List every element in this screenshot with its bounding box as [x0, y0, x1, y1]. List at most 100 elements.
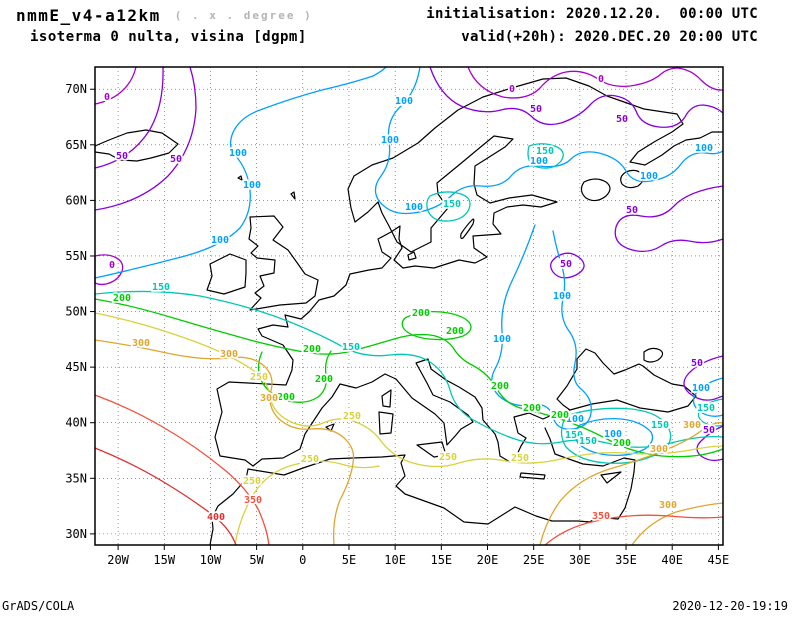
- contour-line-150: [426, 191, 471, 222]
- y-tick-label: 30N: [65, 527, 87, 541]
- contour-label-100: 100: [381, 135, 399, 146]
- coastline-layer: [94, 77, 724, 546]
- contour-line-200: [401, 310, 472, 341]
- contour-label-200: 200: [613, 438, 631, 449]
- init-time: initialisation: 2020.12.20. 00:00 UTC: [426, 6, 758, 22]
- contour-label-150: 150: [565, 430, 583, 441]
- y-tick-label: 55N: [65, 249, 87, 263]
- coastline: [214, 77, 724, 467]
- contour-line-50: [683, 355, 724, 401]
- contour-line-50: [614, 185, 724, 253]
- creation-timestamp: 2020-12-20-19:19: [672, 599, 788, 613]
- coastline: [407, 251, 417, 261]
- contour-label-100: 100: [229, 148, 247, 159]
- model-name: nmmE_v4-a12km: [16, 6, 161, 25]
- coastline: [460, 218, 475, 240]
- contour-label-300: 300: [683, 420, 701, 431]
- contour-label-150: 150: [579, 436, 597, 447]
- contour-label-100: 100: [493, 334, 511, 345]
- contour-label-200: 200: [446, 326, 464, 337]
- contour-label-50: 50: [560, 259, 572, 270]
- contour-label-250: 250: [250, 372, 268, 383]
- y-tick-label: 65N: [65, 138, 87, 152]
- y-tick-label: 70N: [65, 82, 87, 96]
- contour-label-300: 300: [659, 500, 677, 511]
- contour-line-150: [697, 398, 724, 427]
- contour-label-250: 250: [243, 476, 261, 487]
- x-tick-label: 10W: [200, 553, 222, 567]
- coastline: [290, 191, 296, 200]
- contour-line-100: [374, 66, 724, 215]
- contour-label-100: 100: [530, 156, 548, 167]
- contour-label-200: 200: [315, 374, 333, 385]
- field-title: isoterma 0 nulta, visina [dgpm]: [30, 29, 307, 45]
- contour-line-300: [539, 422, 724, 546]
- contour-label-200: 200: [491, 381, 509, 392]
- coastline: [209, 427, 636, 546]
- coastline: [600, 471, 622, 484]
- y-tick-label: 45N: [65, 360, 87, 374]
- contour-label-50: 50: [703, 425, 715, 436]
- plot-frame: [94, 66, 724, 546]
- contour-label-150: 150: [342, 342, 360, 353]
- contour-line-50: [94, 66, 197, 211]
- x-tick-label: 10E: [384, 553, 406, 567]
- grads-credit: GrADS/COLA: [2, 599, 75, 613]
- contour-line-350: [94, 394, 270, 546]
- coastline: [248, 215, 319, 311]
- contour-label-100: 100: [692, 383, 710, 394]
- grid-resolution-note: ( . x . degree ): [174, 9, 313, 22]
- contour-line-200: [257, 350, 332, 403]
- contour-label-300: 300: [132, 338, 150, 349]
- model-header: nmmE_v4-a12km ( . x . degree ): [16, 6, 313, 25]
- contour-label-100: 100: [243, 180, 261, 191]
- contour-label-150: 150: [152, 282, 170, 293]
- contour-label-0: 0: [109, 260, 115, 271]
- contour-label-layer: 0 0 0 0 50 50 50 50 50 50 50 50 100 100 100 100 100 100 10…: [102, 72, 717, 525]
- contour-label-250: 250: [511, 453, 529, 464]
- contour-label-150: 150: [536, 146, 554, 157]
- contour-line-250: [94, 312, 724, 468]
- coastline: [94, 129, 179, 162]
- contour-label-0: 0: [509, 84, 515, 95]
- coastline: [580, 178, 611, 202]
- contour-line-300: [631, 502, 724, 546]
- coastline: [381, 389, 392, 408]
- contour-line-50: [429, 66, 724, 128]
- contour-label-50: 50: [616, 114, 628, 125]
- x-tick-label: 40E: [661, 553, 683, 567]
- contour-line-100: [692, 377, 724, 417]
- contour-label-350: 350: [244, 495, 262, 506]
- x-tick-label: 30E: [569, 553, 591, 567]
- contour-label-50: 50: [626, 205, 638, 216]
- contour-label-200: 200: [523, 403, 541, 414]
- contour-label-150: 150: [697, 403, 715, 414]
- contour-label-300: 300: [260, 393, 278, 404]
- contour-label-200: 200: [113, 293, 131, 304]
- contour-line-300: [94, 339, 355, 546]
- contour-line-0: [94, 254, 124, 286]
- contour-label-100: 100: [695, 143, 713, 154]
- coastline: [206, 253, 247, 295]
- contour-line-100: [574, 417, 654, 457]
- x-tick-label: 45E: [708, 553, 730, 567]
- x-tick-label: 0: [299, 553, 306, 567]
- contour-label-100: 100: [211, 235, 229, 246]
- y-tick-label: 50N: [65, 305, 87, 319]
- x-tick-label: 20E: [477, 553, 499, 567]
- contour-line-350: [544, 514, 724, 546]
- contour-label-200: 200: [412, 308, 430, 319]
- coastline: [643, 347, 664, 363]
- y-tick-label: 35N: [65, 471, 87, 485]
- contour-label-50: 50: [170, 154, 182, 165]
- contour-layer: [94, 66, 724, 546]
- coastline: [252, 348, 697, 467]
- contour-label-200: 200: [303, 344, 321, 355]
- contour-label-200: 200: [277, 392, 295, 403]
- y-tick-label: 60N: [65, 193, 87, 207]
- y-tick-label: 40N: [65, 416, 87, 430]
- coastline: [620, 169, 644, 189]
- contour-label-150: 150: [443, 199, 461, 210]
- grid-layer: 20W 15W 10W 5W 0 5E 10E 15E 20E 25E 30E 35E 40E 45E 30…: [65, 67, 729, 567]
